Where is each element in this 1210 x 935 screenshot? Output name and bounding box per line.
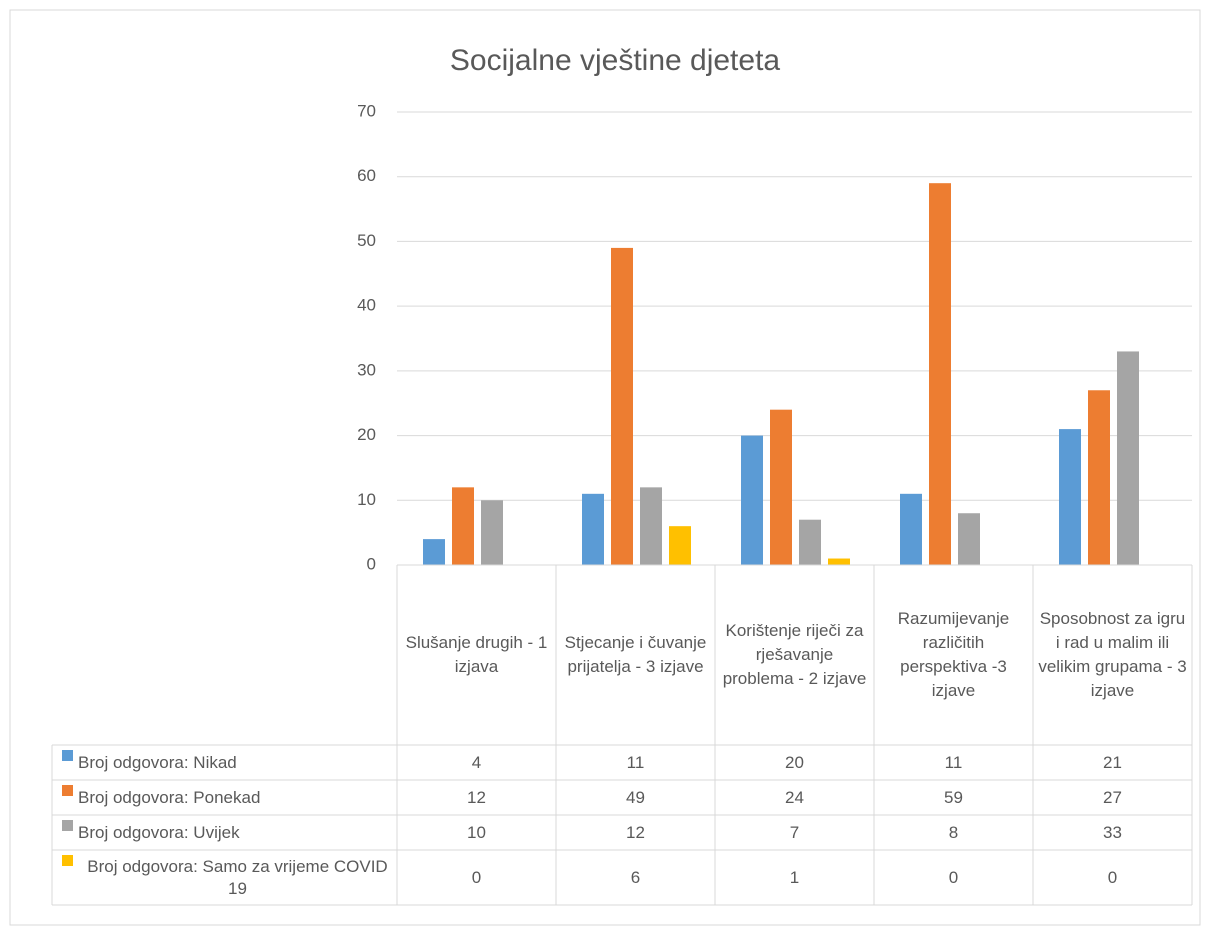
table-value: 12 — [626, 822, 645, 842]
table-value: 27 — [1103, 787, 1122, 807]
bar — [1088, 390, 1110, 565]
y-tick-label: 60 — [357, 166, 376, 185]
legend-entry: Broj odgovora: Samo za vrijeme COVID 19 — [52, 850, 397, 905]
table-value: 59 — [944, 787, 963, 807]
bar — [582, 493, 604, 565]
y-tick-label: 30 — [357, 360, 376, 379]
y-tick-label: 0 — [367, 554, 376, 573]
y-tick-label: 50 — [357, 231, 376, 250]
bar — [640, 487, 662, 565]
table-value: 21 — [1103, 752, 1122, 772]
y-tick-label: 70 — [357, 101, 376, 120]
table-value: 11 — [626, 752, 645, 772]
bar — [741, 435, 763, 565]
category-label: Slušanje drugih - 1 izjava — [405, 633, 548, 676]
table-value: 33 — [1103, 822, 1122, 842]
legend-entry: Broj odgovora: Nikad — [52, 745, 397, 780]
table-value: 24 — [785, 787, 804, 807]
bar — [611, 247, 633, 565]
category-label: Razumijevanje različitih perspektiva -3 … — [897, 609, 1010, 700]
bar — [423, 539, 445, 565]
table-value: 0 — [471, 867, 482, 887]
bar — [958, 513, 980, 565]
bar — [900, 493, 922, 565]
bar — [1059, 429, 1081, 565]
legend-swatch — [62, 785, 73, 796]
table-value: 0 — [1107, 867, 1118, 887]
bar — [799, 519, 821, 565]
bar — [1117, 351, 1139, 565]
chart-border — [9, 9, 1201, 926]
legend-entry: Broj odgovora: Ponekad — [52, 780, 397, 815]
legend-label: Broj odgovora: Samo za vrijeme COVID 19 — [87, 856, 388, 898]
y-tick-label: 10 — [357, 490, 376, 509]
chart-title: Socijalne vještine djeteta — [450, 44, 781, 77]
bar — [770, 409, 792, 565]
legend-entry: Broj odgovora: Uvijek — [52, 815, 397, 850]
table-value: 8 — [948, 822, 959, 842]
table-value: 1 — [789, 867, 800, 887]
table-value: 20 — [785, 752, 804, 772]
bar — [669, 526, 691, 565]
y-tick-label: 40 — [357, 296, 376, 315]
category-label: Sposobnost za igru i rad u malim ili vel… — [1038, 609, 1187, 700]
legend-label: Broj odgovora: Ponekad — [78, 787, 261, 807]
table-value: 0 — [948, 867, 959, 887]
legend-swatch — [62, 750, 73, 761]
table-value: 49 — [626, 787, 645, 807]
bar — [828, 558, 850, 565]
table-value: 7 — [789, 822, 800, 842]
bar — [929, 183, 951, 565]
table-value: 10 — [467, 822, 486, 842]
legend-label: Broj odgovora: Uvijek — [78, 822, 240, 842]
table-value: 4 — [471, 752, 482, 772]
legend-swatch — [62, 855, 73, 866]
legend-label: Broj odgovora: Nikad — [78, 752, 237, 772]
table-value: 6 — [630, 867, 641, 887]
category-label: Korištenje riječi za rješavanje problema… — [722, 621, 867, 688]
category-label: Stjecanje i čuvanje prijatelja - 3 izjav… — [564, 633, 707, 676]
y-tick-label: 20 — [357, 425, 376, 444]
table-value: 11 — [944, 752, 963, 772]
table-value: 12 — [467, 787, 486, 807]
bar — [452, 487, 474, 565]
bar — [481, 500, 503, 565]
legend-swatch — [62, 820, 73, 831]
